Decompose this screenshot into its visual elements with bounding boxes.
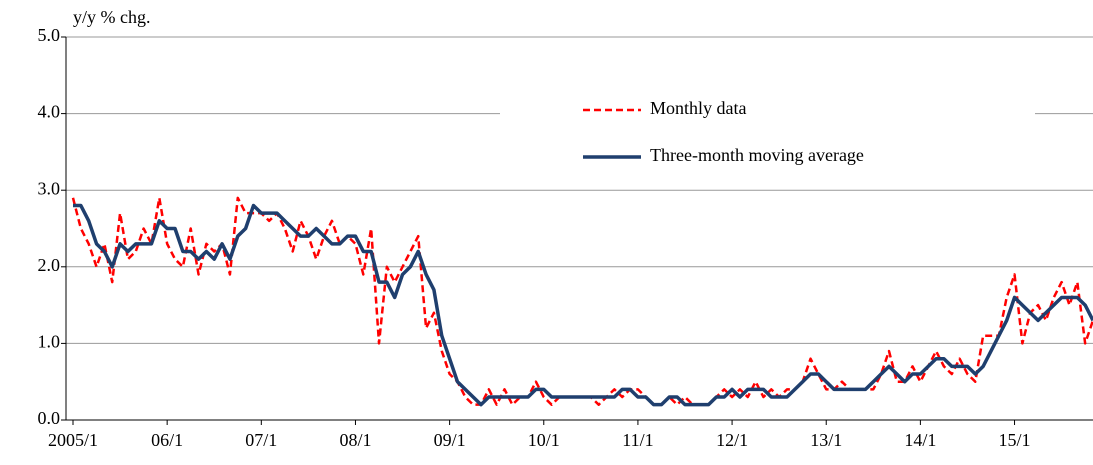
x-tick-label: 15/1 bbox=[999, 430, 1031, 450]
x-tick-label: 10/1 bbox=[528, 430, 560, 450]
y-tick-label: 5.0 bbox=[38, 25, 61, 45]
x-tick-label: 12/1 bbox=[716, 430, 748, 450]
legend-label: Three-month moving average bbox=[650, 145, 864, 165]
x-tick-label: 2005/1 bbox=[48, 430, 98, 450]
x-tick-label: 08/1 bbox=[339, 430, 371, 450]
y-axis-label: y/y % chg. bbox=[73, 7, 150, 27]
x-tick-label: 11/1 bbox=[622, 430, 653, 450]
y-tick-label: 4.0 bbox=[38, 102, 61, 122]
x-tick-label: 09/1 bbox=[434, 430, 466, 450]
series-line bbox=[73, 203, 1093, 407]
x-tick-label: 13/1 bbox=[810, 430, 842, 450]
series-line bbox=[71, 196, 1093, 406]
x-tick-label: 07/1 bbox=[245, 430, 277, 450]
y-tick-label: 0.0 bbox=[38, 408, 61, 428]
y-tick-label: 3.0 bbox=[38, 178, 61, 198]
y-tick-label: 1.0 bbox=[38, 332, 61, 352]
legend-label: Monthly data bbox=[650, 98, 747, 118]
x-tick-label: 14/1 bbox=[904, 430, 936, 450]
legend-box bbox=[500, 88, 1035, 180]
y-tick-label: 2.0 bbox=[38, 255, 61, 275]
x-tick-label: 06/1 bbox=[151, 430, 183, 450]
